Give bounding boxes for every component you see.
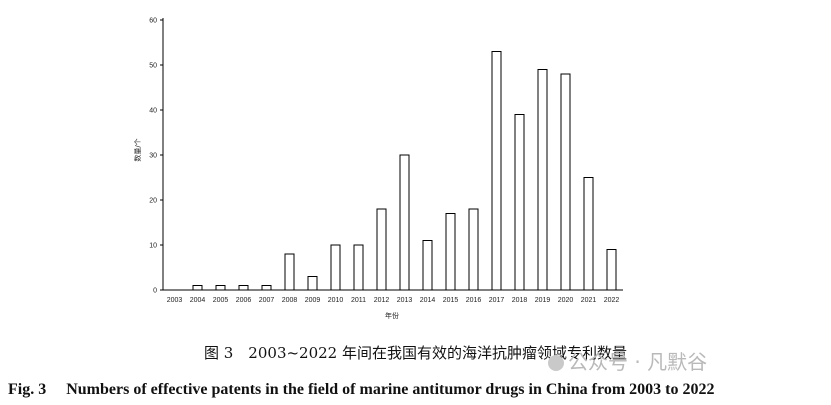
x-tick-label: 2006 xyxy=(236,297,252,304)
x-tick-label: 2020 xyxy=(558,297,574,304)
bar-chart: 2003 2004 2005 2006 2007 2008 2009 2010 2011 2012… xyxy=(133,18,623,320)
x-tick-label: 2019 xyxy=(535,297,551,304)
bar-2012 xyxy=(376,208,387,291)
bar-2005 xyxy=(215,285,226,291)
bar-2021 xyxy=(583,177,594,291)
x-tick-label: 2021 xyxy=(581,297,597,304)
x-tick-labels: 2003 2004 2005 2006 2007 2008 2009 2010 2011 2012… xyxy=(167,297,620,304)
x-axis-title: 年份 xyxy=(385,311,399,320)
bar-2011 xyxy=(353,244,364,291)
bar-2006 xyxy=(238,285,249,291)
watermark: 公众号 · 凡默谷 xyxy=(548,346,707,375)
bar-2007 xyxy=(261,285,272,291)
y-tick-label: 50 xyxy=(149,63,157,70)
bar-2004 xyxy=(192,285,203,291)
bar-2022 xyxy=(606,249,617,291)
y-tick-label: 0 xyxy=(153,288,157,295)
x-tick-label: 2014 xyxy=(420,297,436,304)
x-tick-label: 2009 xyxy=(305,297,321,304)
bar-2014 xyxy=(422,240,433,291)
bar-2009 xyxy=(307,276,318,291)
x-tick-label: 2016 xyxy=(466,297,482,304)
bar-2008 xyxy=(284,253,295,291)
x-tick-label: 2017 xyxy=(489,297,505,304)
x-tick-label: 2022 xyxy=(604,297,620,304)
bar-2017 xyxy=(491,51,502,291)
bar-2016 xyxy=(468,208,479,291)
figure-caption-english: Fig. 3 Numbers of effective patents in t… xyxy=(8,381,715,398)
chart-axes xyxy=(160,18,623,291)
figure-caption-chinese: 图 3 2003~2022 年间在我国有效的海洋抗肿瘤领域专利数量 xyxy=(204,344,627,362)
x-tick-label: 2012 xyxy=(374,297,390,304)
y-axis-title: 数量/个 xyxy=(133,138,142,161)
bar-2019 xyxy=(537,69,548,291)
chart-bars xyxy=(192,51,617,291)
y-tick-label: 10 xyxy=(149,243,157,250)
bar-2020 xyxy=(560,73,571,291)
x-tick-label: 2007 xyxy=(259,297,275,304)
y-tick-label: 30 xyxy=(149,153,157,160)
bar-2013 xyxy=(399,154,410,291)
watermark-text: 公众号 · 凡默谷 xyxy=(568,350,708,374)
x-tick-label: 2011 xyxy=(351,297,366,304)
x-tick-label: 2013 xyxy=(397,297,413,304)
y-tick-label: 60 xyxy=(149,18,157,25)
x-tick-label: 2003 xyxy=(167,297,183,304)
wechat-icon xyxy=(548,355,564,371)
x-tick-label: 2015 xyxy=(443,297,459,304)
x-tick-label: 2018 xyxy=(512,297,528,304)
x-tick-label: 2010 xyxy=(328,297,344,304)
x-tick-label: 2004 xyxy=(190,297,206,304)
bar-2018 xyxy=(514,114,525,291)
bar-2015 xyxy=(445,213,456,291)
x-tick-label: 2005 xyxy=(213,297,229,304)
y-tick-label: 20 xyxy=(149,198,157,205)
y-tick-label: 40 xyxy=(149,108,157,115)
bar-2010 xyxy=(330,244,341,291)
x-tick-label: 2008 xyxy=(282,297,298,304)
y-tick-labels: 0 10 20 30 40 50 60 xyxy=(149,18,157,295)
